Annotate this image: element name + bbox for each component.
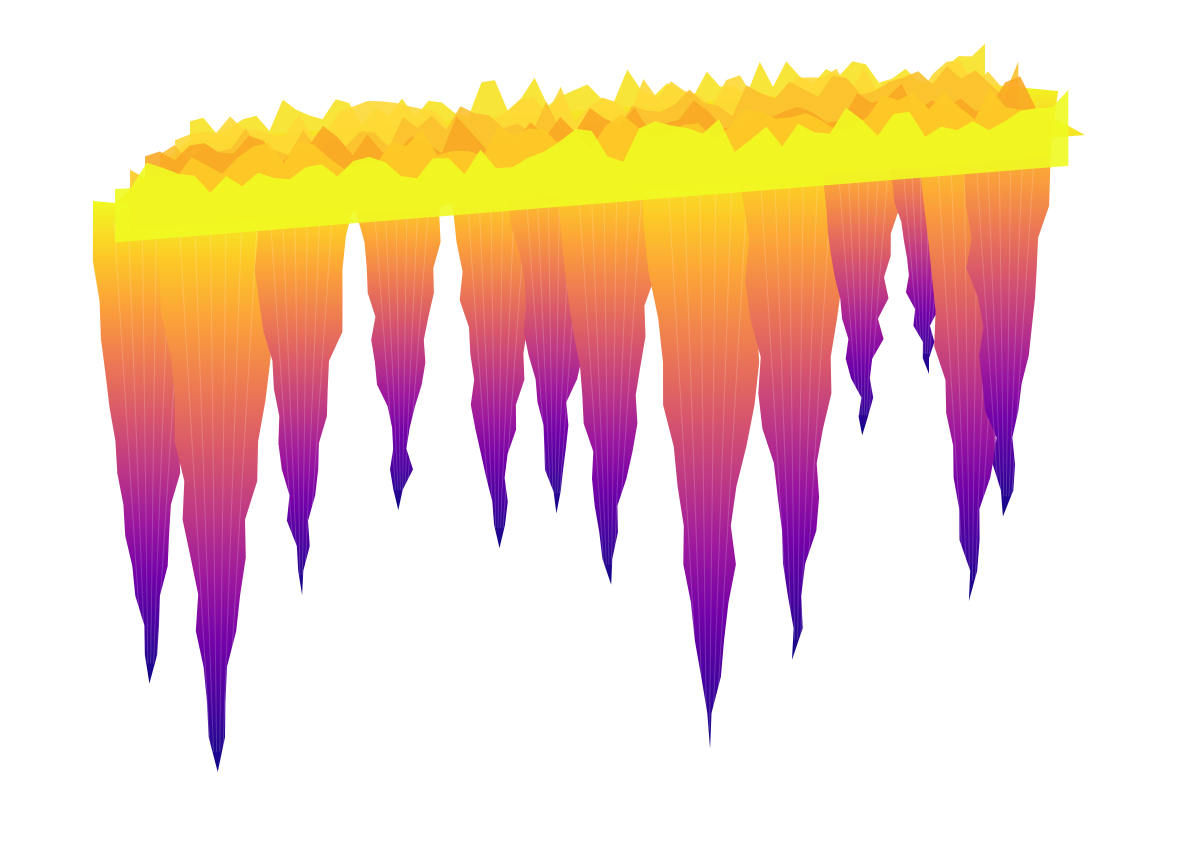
surface-ridge-row bbox=[115, 90, 1069, 243]
surface-mesh-line bbox=[576, 169, 605, 565]
surface-mesh-line bbox=[113, 220, 143, 664]
surface-mesh-line bbox=[535, 168, 551, 494]
surface-mesh-line bbox=[666, 169, 701, 730]
surface-mesh-line bbox=[281, 203, 298, 576]
surface-mesh-line bbox=[500, 179, 516, 529]
surface-mesh-line bbox=[699, 169, 707, 730]
surface-mesh-line bbox=[683, 169, 704, 730]
surface-valley bbox=[952, 81, 1059, 517]
surface-mesh-line bbox=[406, 188, 431, 491]
surface-mesh-line bbox=[307, 203, 334, 576]
surface-valley bbox=[819, 117, 912, 436]
surface-mesh-line bbox=[863, 137, 870, 416]
surface-mesh-line bbox=[225, 215, 259, 752]
surface-valley bbox=[642, 149, 772, 750]
surface-valley bbox=[736, 130, 856, 660]
surface-mesh-line bbox=[712, 169, 733, 730]
surface-mesh-line bbox=[715, 169, 749, 730]
surface-mesh-line bbox=[868, 137, 892, 416]
surface-mesh-line bbox=[857, 137, 863, 416]
surface-mesh-line bbox=[963, 114, 970, 582]
surface-valley bbox=[355, 168, 448, 511]
surface-valley bbox=[154, 195, 285, 772]
surface-mesh-line bbox=[150, 220, 157, 664]
surface-mesh-line bbox=[613, 169, 631, 565]
surface-mesh-line bbox=[372, 188, 397, 491]
surface-mesh-line bbox=[395, 188, 401, 491]
surface-mesh-line bbox=[268, 203, 296, 576]
surface-mesh-line bbox=[866, 137, 881, 416]
surface-mesh-line bbox=[603, 169, 610, 565]
surface-mesh-line bbox=[209, 215, 218, 752]
surface-mesh-line bbox=[490, 179, 497, 529]
surface-mesh-line bbox=[797, 150, 805, 640]
surface-mesh-line bbox=[773, 150, 793, 640]
surface-mesh-line bbox=[547, 168, 554, 494]
surface-mesh-line bbox=[222, 215, 243, 752]
surface-mesh-line bbox=[948, 114, 968, 582]
surface-mesh-line bbox=[800, 150, 819, 640]
surface-mesh-line bbox=[846, 137, 861, 416]
surface-mesh-line bbox=[383, 188, 399, 491]
surface-mesh-line bbox=[402, 188, 408, 491]
surface-mesh-line bbox=[127, 220, 146, 664]
surface-mesh-line bbox=[178, 215, 211, 752]
surface-mesh-line bbox=[616, 169, 644, 565]
surface-mesh-line bbox=[523, 168, 549, 494]
surface-mesh-line bbox=[934, 114, 965, 582]
surface-mesh-line bbox=[141, 220, 149, 664]
surface-valley-layer bbox=[92, 81, 1059, 772]
surface-mesh-line bbox=[477, 179, 494, 529]
surface-valley bbox=[250, 183, 357, 596]
surface-mesh-line bbox=[194, 215, 214, 752]
surface-mesh-line bbox=[788, 150, 796, 640]
surface-mesh-line bbox=[465, 179, 492, 529]
surface-mesh-line bbox=[404, 188, 420, 491]
surface-mesh-line bbox=[554, 168, 561, 494]
surface-valley bbox=[557, 149, 663, 585]
surface-mesh-line bbox=[611, 169, 618, 565]
surface-mesh-line bbox=[294, 203, 301, 576]
surface-mesh-line bbox=[590, 169, 607, 565]
surface-ridge-layer bbox=[115, 43, 1069, 243]
surface-mesh-line bbox=[304, 203, 321, 576]
surface-mesh-line bbox=[301, 203, 308, 576]
surface-mesh-line bbox=[219, 215, 227, 752]
surface-mesh-line bbox=[709, 169, 717, 730]
surface-mesh-line bbox=[758, 150, 790, 640]
surface-mesh-line bbox=[497, 179, 504, 529]
